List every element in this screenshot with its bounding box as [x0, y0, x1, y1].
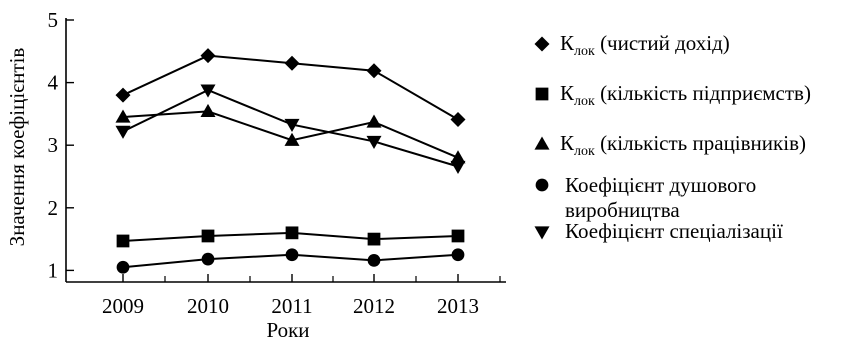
legend-label: Клок (чистий дохід): [560, 31, 730, 59]
y-tick-label: 2: [48, 196, 59, 220]
data-point-triangle-up: [450, 150, 466, 164]
legend-item-diamond: Клок (чистий дохід): [534, 31, 730, 59]
data-point-circle: [535, 178, 549, 192]
y-tick-label: 4: [48, 71, 59, 95]
data-point-square: [116, 234, 130, 248]
data-point-triangle-down: [534, 226, 550, 240]
axes: 1 2 3 4 5 2009 2010 2011 2012 2013 Роки Значення ко…: [5, 8, 506, 342]
data-point-diamond: [200, 48, 216, 64]
y-tick-label: 5: [48, 8, 59, 32]
legend-label: Коефіцієнт спеціалізації: [565, 219, 783, 243]
data-point-diamond: [534, 36, 550, 52]
series-layer: [115, 48, 466, 274]
data-point-circle: [451, 248, 465, 262]
y-tick-label: 3: [48, 133, 59, 157]
data-point-diamond: [284, 55, 300, 71]
data-point-triangle-up: [200, 103, 216, 118]
series-circle: [116, 248, 465, 274]
series-triangle-up: [115, 103, 466, 164]
data-point-diamond: [366, 63, 382, 79]
data-point-diamond: [115, 87, 131, 103]
x-axis-label: Роки: [266, 318, 309, 342]
series-square: [116, 226, 465, 248]
legend-label: виробництва: [565, 198, 680, 222]
data-point-triangle-down: [450, 160, 466, 174]
x-tick-label: 2009: [102, 294, 144, 318]
series-diamond: [115, 48, 466, 128]
data-point-square: [285, 226, 299, 240]
data-point-square: [535, 87, 549, 101]
data-point-circle: [285, 248, 299, 262]
legend-label: Клок (кількість підприємств): [560, 81, 811, 109]
legend-item-triangle-down: Коефіцієнт спеціалізації: [534, 219, 783, 243]
series-triangle-down: [115, 84, 466, 174]
x-tick-label: 2011: [271, 294, 312, 318]
legend-label: Клок (кількість працівників): [560, 131, 806, 159]
legend: Клок (чистий дохід) Клок (кількість підпр…: [534, 31, 811, 243]
data-point-triangle-up: [284, 132, 300, 146]
legend-item-square: Клок (кількість підприємств): [535, 81, 811, 109]
data-point-triangle-down: [284, 118, 300, 133]
data-point-triangle-up: [366, 114, 382, 128]
data-point-triangle-down: [115, 125, 131, 139]
y-axis-label: Значення коефіцієнтів: [5, 48, 29, 247]
data-point-square: [367, 232, 381, 246]
x-tick-label: 2012: [353, 294, 395, 318]
data-point-circle: [116, 260, 130, 274]
y-tick-label: 1: [48, 258, 59, 282]
data-point-triangle-down: [366, 135, 382, 149]
data-point-triangle-up: [534, 136, 550, 150]
data-point-triangle-up: [115, 109, 131, 123]
x-tick-label: 2010: [187, 294, 229, 318]
x-tick-label: 2013: [437, 294, 479, 318]
data-point-triangle-down: [200, 84, 216, 98]
legend-label: Коефіцієнт душового: [565, 173, 756, 197]
data-point-square: [451, 229, 465, 243]
data-point-diamond: [450, 112, 466, 128]
data-point-square: [201, 229, 215, 243]
legend-item-triangle-up: Клок (кількість працівників): [534, 131, 806, 159]
data-point-circle: [367, 254, 381, 267]
data-point-circle: [201, 252, 215, 266]
